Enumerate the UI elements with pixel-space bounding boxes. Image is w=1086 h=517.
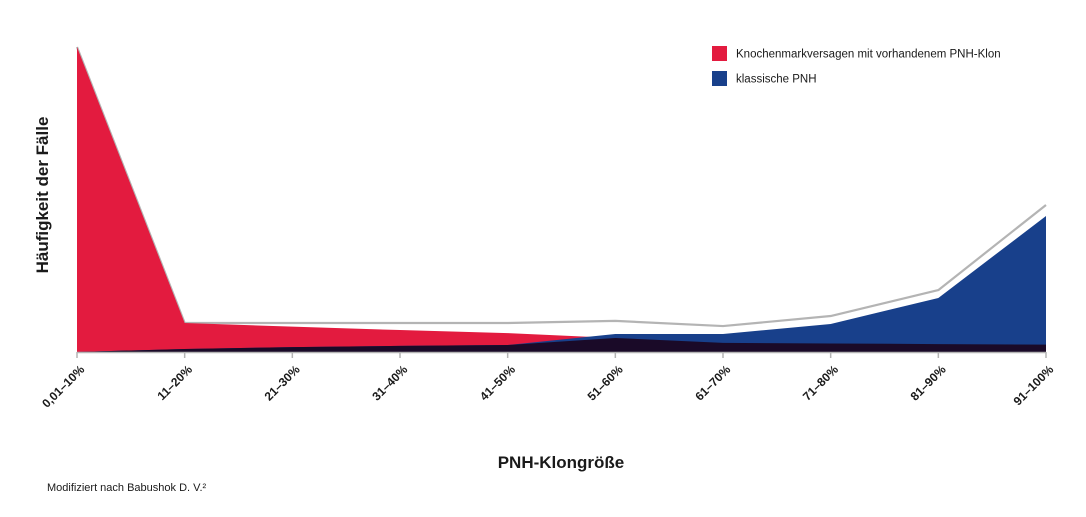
total-envelope-line [75, 46, 1047, 328]
x-tick-label: 51–60% [585, 362, 626, 403]
legend: Knochenmarkversagen mit vorhandenem PNH-… [712, 46, 1001, 86]
series-overlap-area [77, 337, 1046, 352]
legend-label: klassische PNH [736, 74, 817, 86]
legend-label: Knochenmarkversagen mit vorhandenem PNH-… [736, 49, 1001, 61]
x-tick-label: 61–70% [692, 362, 733, 403]
x-tick-label: 41–50% [477, 362, 518, 403]
source-note: Modifiziert nach Babushok D. V.² [47, 482, 207, 494]
x-tick-label: 0,01–10% [39, 362, 87, 410]
x-tick-label: 11–20% [154, 362, 195, 403]
x-tick-label: 81–90% [908, 362, 949, 403]
x-tick-label: 71–80% [800, 362, 841, 403]
legend-swatch [712, 46, 727, 61]
y-axis-title: Häufigkeit der Fälle [33, 117, 52, 274]
x-tick-label: 21–30% [262, 362, 303, 403]
legend-swatch [712, 71, 727, 86]
x-tick-label: 31–40% [369, 362, 410, 403]
chart-areas [75, 46, 1047, 352]
series-area-klassische-pnh [77, 215, 1046, 352]
x-tick-labels: 0,01–10% 11–20% 21–30% 31–40% 41–50% 51–60% 61… [39, 362, 1056, 410]
series-area-knochenmarkversagen [77, 47, 1046, 352]
x-axis-title: PNH-Klongröße [498, 453, 625, 472]
x-tick-label: 91–100% [1011, 362, 1057, 408]
x-axis [76, 351, 1047, 358]
